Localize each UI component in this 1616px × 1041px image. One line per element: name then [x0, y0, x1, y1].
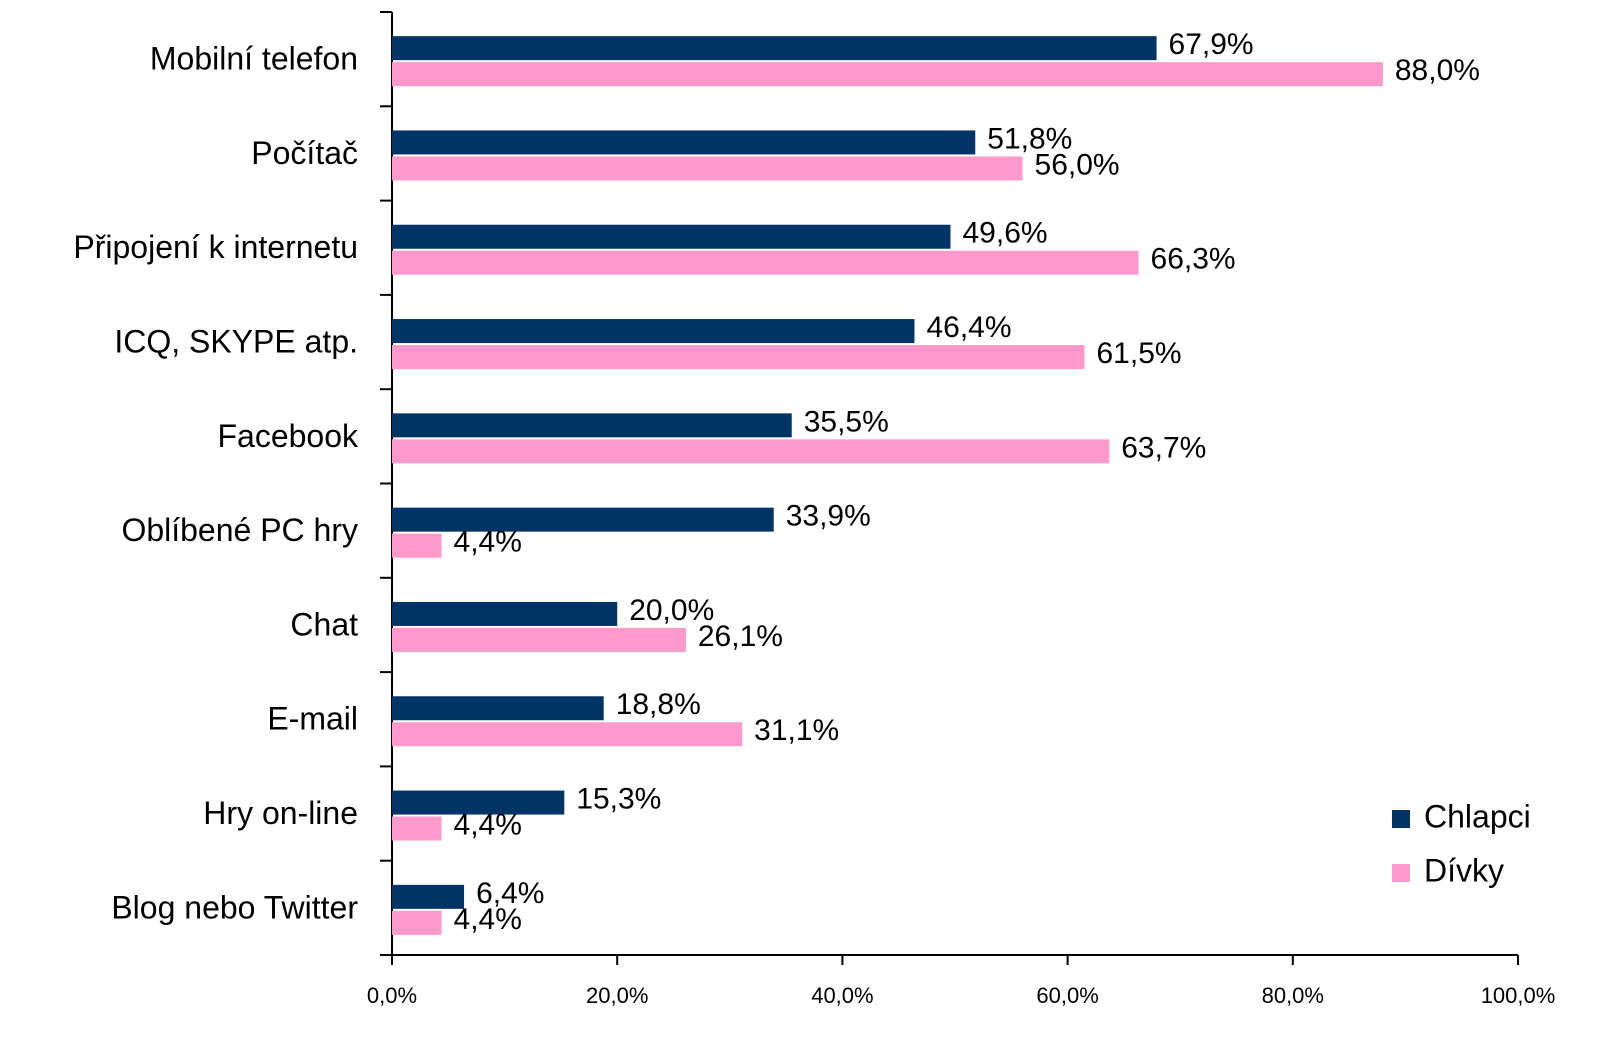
y-tick-label: Připojení k internetu [73, 229, 358, 265]
data-label: 67,9% [1169, 28, 1254, 61]
y-tick-label: Chat [290, 606, 358, 642]
bar [392, 910, 442, 935]
data-label: 4,4% [454, 903, 522, 936]
data-label: 49,6% [962, 217, 1047, 250]
legend-swatch [1392, 810, 1410, 828]
legend-swatch [1392, 864, 1410, 882]
y-tick-label: Facebook [217, 418, 359, 454]
y-tick-label: ICQ, SKYPE atp. [114, 324, 358, 360]
y-tick-label: Počítač [251, 135, 358, 171]
data-label: 66,3% [1151, 243, 1236, 276]
legend-label: Dívky [1424, 852, 1504, 888]
bar [392, 156, 1023, 181]
data-label: 88,0% [1395, 54, 1480, 87]
bar [392, 816, 442, 841]
bar [392, 319, 915, 344]
data-label: 61,5% [1096, 337, 1181, 370]
bar [392, 722, 743, 747]
bar [392, 36, 1157, 61]
y-tick-label: Blog nebo Twitter [111, 889, 358, 925]
data-label: 31,1% [754, 714, 839, 747]
bar [392, 250, 1139, 275]
y-tick-label: Hry on-line [203, 795, 358, 831]
bar [392, 601, 618, 626]
data-label: 35,5% [804, 405, 889, 438]
x-tick-label: 100,0% [1481, 983, 1556, 1008]
data-label: 4,4% [454, 808, 522, 841]
data-label: 18,8% [616, 688, 701, 721]
bar [392, 345, 1085, 370]
bar [392, 62, 1383, 87]
y-tick-label: E-mail [267, 701, 358, 737]
bar [392, 507, 774, 532]
x-tick-label: 0,0% [367, 983, 417, 1008]
x-tick-label: 60,0% [1036, 983, 1098, 1008]
bar [392, 439, 1110, 464]
bar [392, 130, 976, 155]
data-label: 15,3% [576, 782, 661, 815]
bar [392, 224, 951, 249]
bar [392, 696, 604, 721]
data-label: 63,7% [1121, 431, 1206, 464]
legend-label: Chlapci [1424, 798, 1531, 834]
data-label: 46,4% [926, 311, 1011, 344]
bar [392, 790, 565, 815]
bar [392, 627, 686, 652]
y-tick-label: Oblíbené PC hry [121, 512, 358, 548]
data-label: 56,0% [1035, 148, 1120, 181]
x-tick-label: 40,0% [811, 983, 873, 1008]
bar [392, 533, 442, 558]
x-tick-label: 20,0% [586, 983, 648, 1008]
data-label: 6,4% [476, 877, 544, 910]
bar [392, 413, 792, 438]
data-label: 33,9% [786, 500, 871, 533]
data-label: 4,4% [454, 526, 522, 559]
x-tick-label: 80,0% [1262, 983, 1324, 1008]
data-label: 20,0% [629, 594, 714, 627]
bar [392, 884, 465, 909]
data-label: 51,8% [987, 122, 1072, 155]
y-tick-label: Mobilní telefon [150, 41, 358, 77]
data-label: 26,1% [698, 620, 783, 653]
